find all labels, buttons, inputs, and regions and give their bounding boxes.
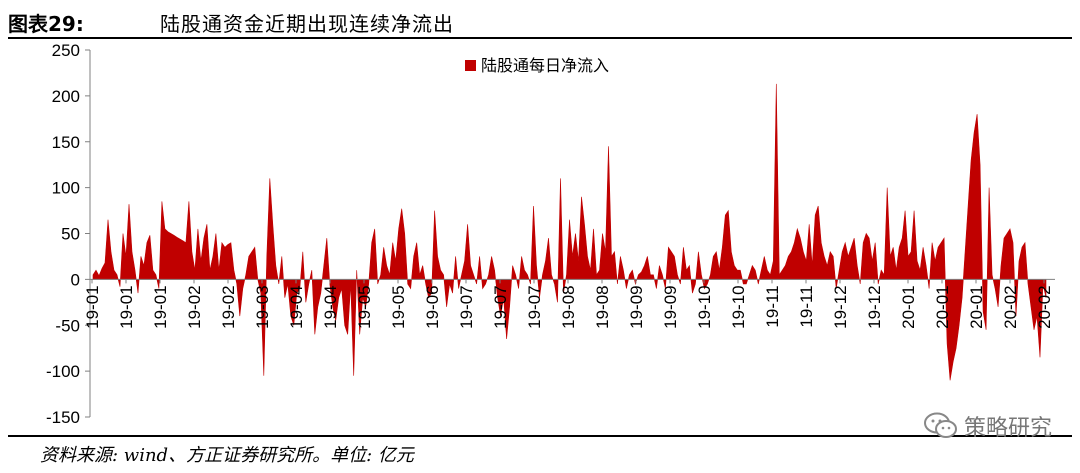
x-tick-label: 19-02 [219,285,238,328]
y-tick-label: -100 [46,362,80,381]
chart-title: 陆股通资金近期出现连续净流出 [160,12,454,36]
x-tick-label: 19-01 [83,285,102,328]
wechat-icon [923,412,957,438]
x-tick-label: 19-08 [559,285,578,328]
x-tick-label: 19-09 [627,285,646,328]
x-tick-label: 19-08 [593,285,612,328]
x-tick-label: 19-11 [763,285,782,327]
x-tick-label: 19-07 [457,285,476,328]
series-area [92,83,1047,381]
figure-label: 图表29: [8,12,84,36]
x-tick-label: 19-01 [117,285,136,328]
x-tick-label: 19-10 [695,285,714,328]
x-tick-label: 19-05 [389,285,408,328]
y-tick-label: -150 [46,408,80,427]
x-tick-label: 20-01 [933,285,952,328]
y-tick-label: 200 [52,87,80,106]
x-tick-label: 19-10 [729,285,748,328]
x-tick-label: 19-02 [185,285,204,328]
x-tick-label: 19-03 [253,285,272,328]
x-tick-label: 19-12 [831,285,850,328]
x-tick-label: 20-02 [1001,285,1020,328]
x-tick-label: 19-12 [865,285,884,328]
x-tick-label: 19-04 [321,285,340,328]
y-tick-label: 250 [52,41,80,60]
x-tick-label: 20-01 [967,285,986,328]
x-tick-label: 19-04 [287,285,306,328]
x-tick-label: 19-06 [423,285,442,328]
x-tick-label: 19-07 [491,285,510,328]
watermark: 策略研究 [923,410,1052,442]
source-note: 资料来源: wind、方正证券研究所。单位: 亿元 [40,445,414,466]
x-tick-label: 19-01 [151,285,170,328]
legend-swatch [465,60,476,71]
x-tick-label: 19-09 [661,285,680,328]
legend-label: 陆股通每日净流入 [481,56,609,75]
chart-area: -150 -100 -50 0 50 100 150 200 250 19-01 19-01 19-0… [46,41,1055,427]
figure-header: 图表29: 陆股通资金近期出现连续净流出 [0,0,1080,38]
y-tick-label: 50 [61,225,80,244]
y-tick-label: 150 [52,133,80,152]
x-tick-label: 20-02 [1035,285,1054,328]
y-tick-label: -50 [55,316,80,335]
x-tick-label: 19-11 [797,285,816,327]
bottom-rule [8,435,1072,437]
y-tick-label: 0 [71,270,80,289]
y-tick-label: 100 [52,179,80,198]
x-tick-label: 19-05 [355,285,374,328]
top-rule [8,37,1072,39]
x-tick-label: 20-01 [899,285,918,328]
x-tick-label: 19-07 [525,285,544,328]
watermark-text: 策略研究 [963,416,1052,441]
